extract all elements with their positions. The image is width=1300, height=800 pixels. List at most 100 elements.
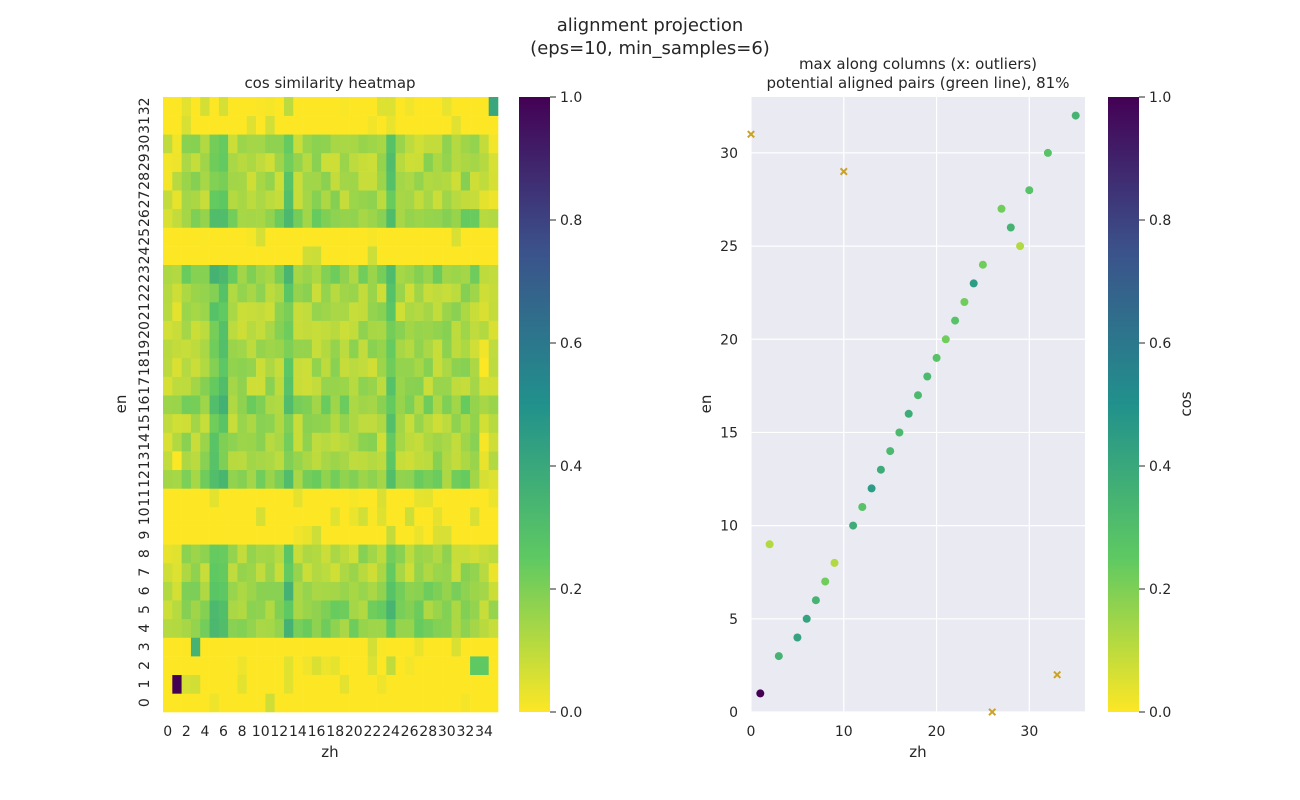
scatter-point <box>1025 186 1034 195</box>
scatter-point <box>849 521 858 530</box>
heatmap-cell <box>395 413 406 433</box>
heatmap-cell <box>237 562 248 582</box>
heatmap-cell <box>209 581 220 601</box>
heatmap-cell <box>442 320 452 340</box>
heatmap-cell <box>339 525 350 545</box>
heatmap-cell <box>479 507 489 526</box>
heatmap-cell <box>442 656 452 676</box>
heatmap-cell <box>479 562 489 582</box>
heatmap-cell <box>339 469 350 489</box>
heatmap-cell <box>470 115 480 135</box>
heatmap-cell <box>302 693 313 713</box>
heatmap-cell <box>488 152 499 172</box>
heatmap-cell <box>283 264 294 284</box>
heatmap-cell <box>414 413 424 433</box>
heatmap-cell <box>404 432 415 452</box>
scatter-colorbar-ticks: 0.0 0.2 0.4 0.6 0.8 1.0 <box>1139 90 1171 721</box>
heatmap-cell <box>414 674 424 694</box>
heatmap-cell <box>442 339 452 359</box>
heatmap-y-tick-label: 7 <box>137 568 153 577</box>
heatmap-cell <box>414 152 424 172</box>
heatmap-cell <box>265 618 275 638</box>
heatmap-cell <box>404 115 415 135</box>
heatmap-cell <box>172 637 182 657</box>
heatmap-cell <box>432 152 443 172</box>
heatmap-cell <box>423 246 434 266</box>
heatmap-cell <box>488 283 499 303</box>
heatmap-cell <box>209 600 220 620</box>
heatmap-cell <box>349 469 359 489</box>
heatmap-cell <box>488 227 499 247</box>
heatmap-cell <box>228 227 238 247</box>
heatmap-cell <box>460 507 471 526</box>
heatmap-cell <box>395 525 406 545</box>
heatmap-cell <box>349 525 359 545</box>
heatmap-cell <box>330 302 341 321</box>
heatmap-cell <box>274 115 285 135</box>
heatmap-cell <box>358 152 369 172</box>
heatmap-cell <box>311 618 322 638</box>
heatmap-cell <box>460 302 471 321</box>
heatmap-cell <box>423 227 434 247</box>
heatmap-cell <box>293 637 303 657</box>
heatmap-cell <box>432 413 443 433</box>
heatmap-cell <box>479 246 489 266</box>
heatmap-cell <box>172 227 182 247</box>
heatmap-cell <box>442 469 452 489</box>
heatmap-cell <box>367 488 378 508</box>
colorbar-tick-label: 0.4 <box>560 459 582 475</box>
heatmap-cell <box>302 264 313 284</box>
heatmap-cell <box>395 600 406 620</box>
heatmap-cell <box>237 544 248 564</box>
heatmap-cell <box>460 451 471 471</box>
heatmap-cell <box>265 190 275 210</box>
heatmap-cell <box>488 507 499 526</box>
heatmap-cell <box>395 637 406 657</box>
heatmap-cell <box>358 600 369 620</box>
heatmap-cell <box>488 302 499 321</box>
heatmap-cell <box>293 451 303 471</box>
colorbar-tick-label: 0.0 <box>1149 705 1171 721</box>
heatmap-cell <box>218 115 229 135</box>
heatmap-cell <box>283 637 294 657</box>
heatmap-cell <box>172 283 182 303</box>
heatmap-cell <box>246 152 257 172</box>
heatmap-x-tick-label: 20 <box>345 724 363 740</box>
heatmap-y-tick-label: 5 <box>137 605 153 614</box>
heatmap-cell <box>163 339 173 359</box>
heatmap-cell <box>246 507 257 526</box>
heatmap-cell <box>330 525 341 545</box>
heatmap-cell <box>330 320 341 340</box>
heatmap-cell <box>470 581 480 601</box>
heatmap-cell <box>172 618 182 638</box>
scatter-point <box>830 558 839 567</box>
heatmap-cell <box>423 693 434 713</box>
heatmap-cell <box>228 693 238 713</box>
heatmap-cell <box>265 264 275 284</box>
heatmap-cell <box>256 376 266 396</box>
heatmap-cell <box>349 208 359 228</box>
heatmap-cell <box>451 134 462 154</box>
heatmap-cell <box>358 357 369 377</box>
heatmap-cell <box>386 674 396 694</box>
heatmap-cell <box>311 152 322 172</box>
heatmap-cell <box>339 190 350 210</box>
heatmap-cell <box>274 469 285 489</box>
heatmap-cell <box>172 320 182 340</box>
heatmap-cell <box>200 171 210 191</box>
heatmap-cell <box>274 544 285 564</box>
heatmap-cell <box>488 600 499 620</box>
heatmap-cell <box>339 357 350 377</box>
heatmap-cell <box>200 507 210 526</box>
heatmap-cell <box>330 190 341 210</box>
heatmap-cell <box>442 432 452 452</box>
heatmap-cell <box>256 264 266 284</box>
heatmap-cell <box>349 283 359 303</box>
heatmap-cell <box>404 600 415 620</box>
heatmap-y-tick-label: 3 <box>137 642 153 651</box>
heatmap-cell <box>293 134 303 154</box>
heatmap-cell <box>228 208 238 228</box>
heatmap-cell <box>256 469 266 489</box>
heatmap-cell <box>460 469 471 489</box>
heatmap-cell <box>293 339 303 359</box>
